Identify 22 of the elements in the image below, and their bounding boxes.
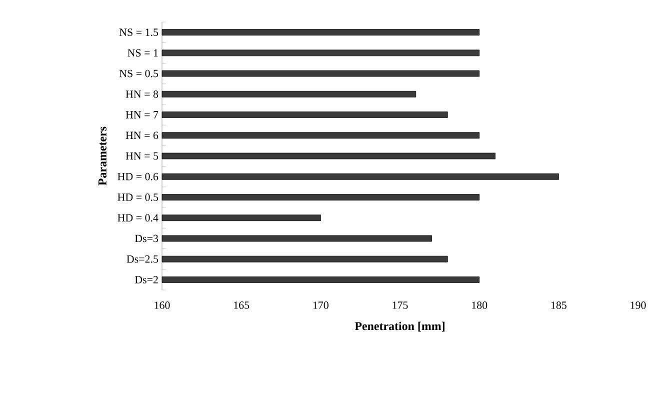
y-tick-label: Ds=2 [134, 276, 158, 284]
x-tick-label: 190 [630, 302, 646, 309]
x-tick-label: 180 [472, 302, 488, 309]
y-tick-label: HD = 0.5 [118, 194, 158, 201]
x-tick-label: 170 [313, 302, 328, 309]
x-axis-title: Penetration [mm] [354, 322, 444, 332]
y-tick-label: HN = 6 [126, 132, 158, 140]
x-tick-label: 160 [154, 302, 170, 309]
y-tick-label: NS = 0.5 [119, 70, 158, 78]
x-tick-label: 175 [392, 302, 408, 309]
y-axis-title: Parameters [98, 126, 106, 186]
y-tick-label: HN = 7 [126, 111, 158, 118]
x-tick-label: 185 [551, 302, 566, 309]
y-tick-label: NS = 1 [128, 49, 158, 57]
y-tick-label: Ds=3 [134, 234, 158, 242]
y-tick-label: HD = 0.4 [118, 214, 158, 222]
x-tick-label: 165 [234, 302, 250, 309]
y-tick-label: Ds=2.5 [126, 255, 158, 263]
y-tick-label: HN = 8 [126, 90, 158, 98]
y-tick-label: HN = 5 [126, 152, 158, 160]
y-tick-label: NS = 1.5 [119, 28, 158, 36]
y-tick-label: HD = 0.6 [118, 172, 158, 180]
